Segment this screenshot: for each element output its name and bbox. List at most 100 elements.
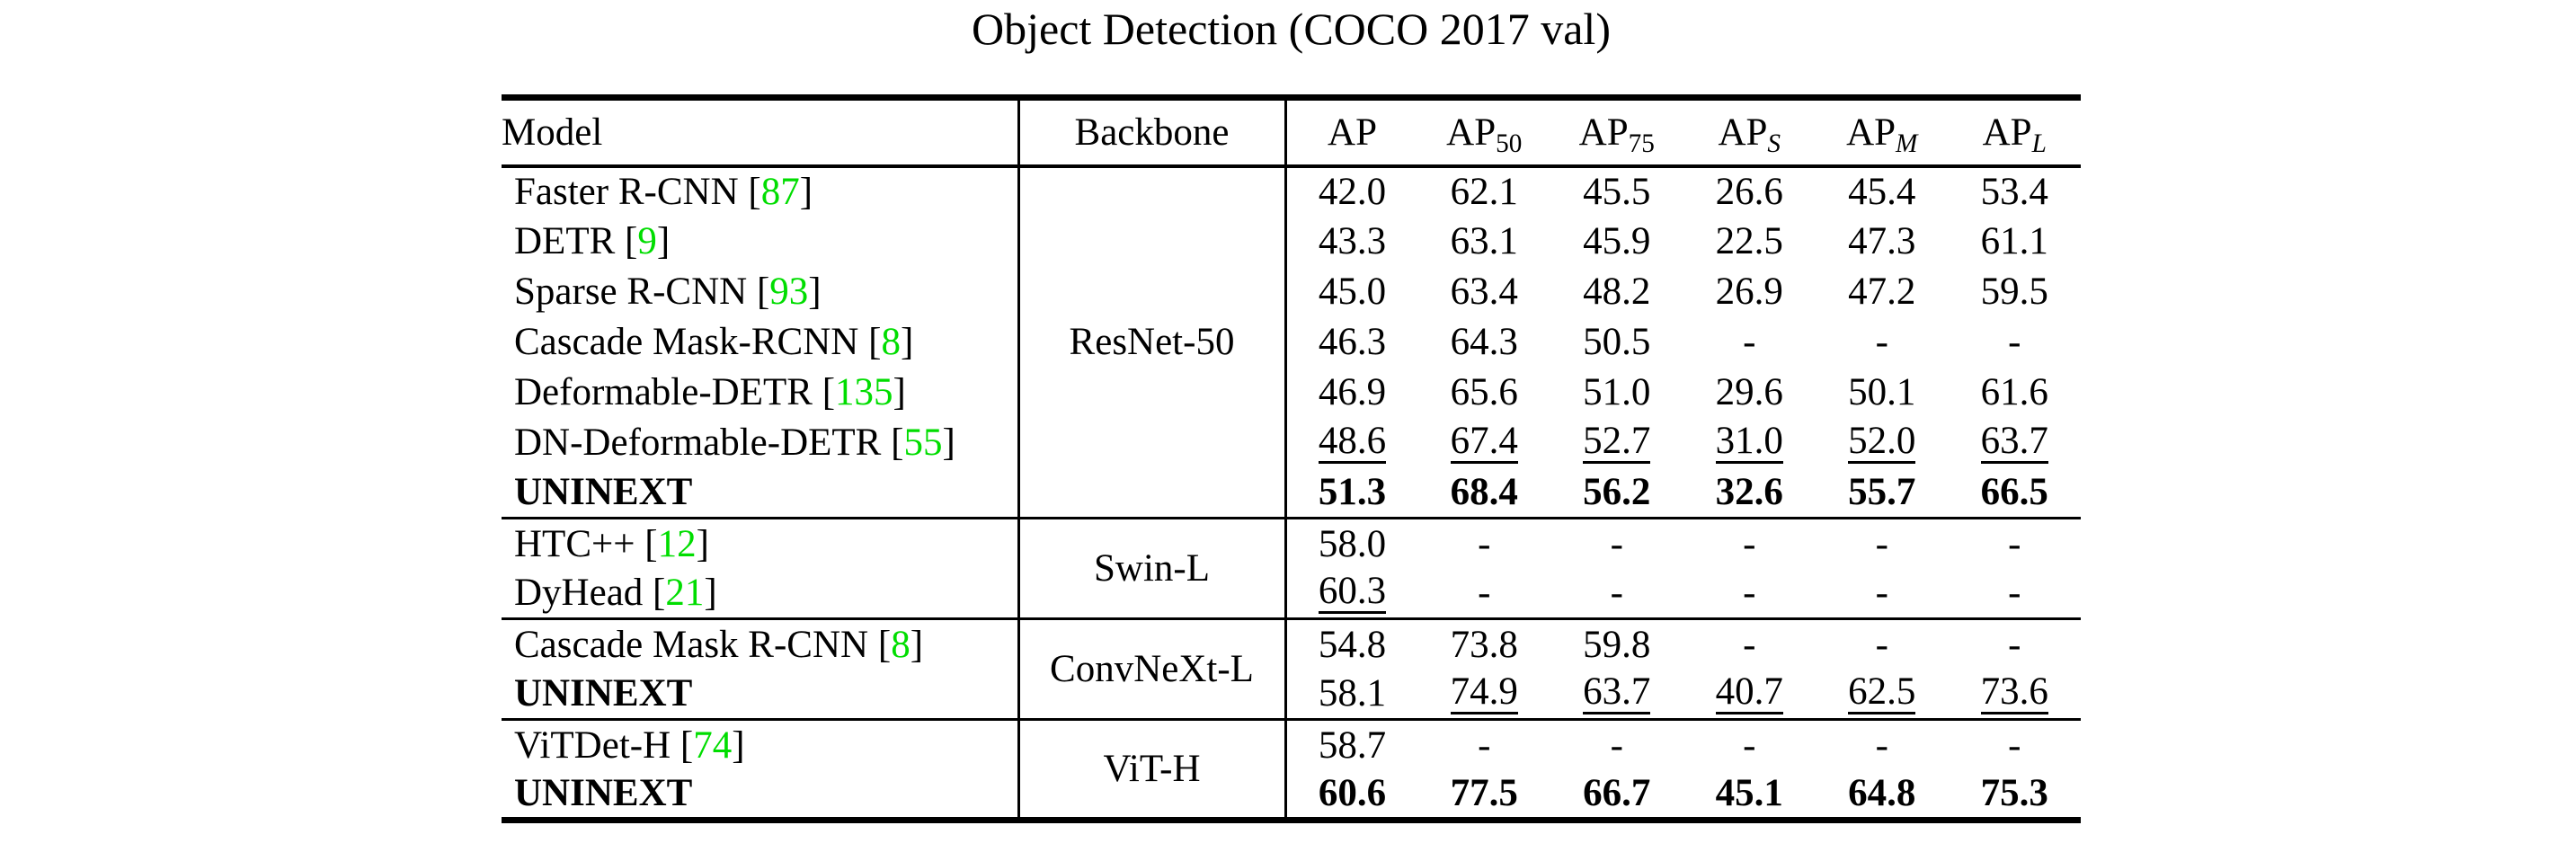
metric-value: - <box>1743 321 1756 363</box>
model-name: Faster R-CNN <box>514 171 739 213</box>
metric-cell: 52.7 <box>1550 418 1683 468</box>
metric-cell: - <box>1948 718 2081 770</box>
model-name: UNINEXT <box>514 672 693 715</box>
metric-cell: 63.1 <box>1418 217 1551 267</box>
metric-cell: 43.3 <box>1285 217 1418 267</box>
metric-cell: - <box>1816 317 1949 368</box>
metric-value: 66.7 <box>1583 772 1651 815</box>
metric-cell: - <box>1550 517 1683 569</box>
model-cell: HTC++ [12] <box>502 517 1020 569</box>
metric-value: 47.2 <box>1848 271 1916 313</box>
metric-cell: 51.0 <box>1550 368 1683 418</box>
metric-value: 58.7 <box>1318 723 1387 767</box>
metric-cell: 50.1 <box>1816 368 1949 418</box>
metric-value: 60.3 <box>1318 570 1387 615</box>
citation-ref[interactable]: 74 <box>693 723 733 767</box>
metric-value: - <box>2008 723 2021 767</box>
table-row: UNINEXT 51.3 68.4 56.2 32.6 55.7 66.5 <box>502 467 2081 519</box>
citation-ref[interactable]: 8 <box>891 623 910 666</box>
metric-value: - <box>2008 522 2021 565</box>
metric-value: - <box>1743 723 1756 767</box>
model-name: Deformable-DETR <box>514 371 813 413</box>
page-title: Object Detection (COCO 2017 val) <box>972 4 1611 54</box>
metric-cell: 26.6 <box>1683 166 1817 217</box>
metric-value: 45.9 <box>1583 220 1651 262</box>
metric-cell: 51.3 <box>1285 468 1418 519</box>
metric-subscript: S <box>1767 129 1781 158</box>
metric-cell: 45.9 <box>1550 217 1683 267</box>
metric-value: 48.6 <box>1318 420 1387 464</box>
citation-ref[interactable]: 21 <box>665 572 705 615</box>
metric-cell: - <box>1683 718 1816 770</box>
metric-cell: 45.5 <box>1550 166 1683 217</box>
metric-value: 73.8 <box>1450 623 1518 666</box>
metric-value: 56.2 <box>1583 471 1651 514</box>
column-header-model: Model <box>502 97 1020 168</box>
table-row: Cascade Mask R-CNN [8] ConvNeXt-L 54.8 73.8… <box>502 617 2081 720</box>
metric-base: AP <box>1718 111 1768 154</box>
metric-base: AP <box>1846 111 1896 154</box>
metric-cell: 47.3 <box>1816 217 1949 267</box>
metric-value: - <box>2008 572 2021 615</box>
citation-ref[interactable]: 9 <box>637 220 657 262</box>
citation-ref[interactable]: 8 <box>881 321 901 363</box>
metric-cell: 59.5 <box>1949 267 2082 317</box>
metric-cell: 42.0 <box>1285 166 1418 217</box>
metric-cell: - <box>1550 718 1683 770</box>
column-header-metric: AP75 <box>1550 97 1683 168</box>
model-name: Cascade Mask R-CNN <box>514 623 869 666</box>
metric-subscript: M <box>1896 129 1918 158</box>
metric-cell: 52.0 <box>1816 418 1949 468</box>
column-header-metric: AP <box>1285 97 1418 168</box>
metric-value: 31.0 <box>1715 420 1783 464</box>
citation-ref[interactable]: 135 <box>835 371 893 413</box>
metric-cell: - <box>1418 569 1551 619</box>
metric-cell: 54.8 <box>1285 617 1418 670</box>
model-cell: DyHead [21] <box>502 568 1020 619</box>
citation-ref[interactable]: 55 <box>903 422 943 464</box>
metric-cell: 45.4 <box>1816 166 1949 217</box>
backbone-cell: ResNet-50 <box>1018 165 1287 519</box>
backbone-cell: Swin-L <box>1018 517 1287 619</box>
metric-value: 67.4 <box>1450 420 1518 464</box>
table-row: Faster R-CNN [87] ResNet-50 42.0 62.1 45.5 26… <box>502 165 2081 519</box>
metric-base: AP <box>1578 111 1629 154</box>
table-row: HTC++ [12] Swin-L 58.0 - - - - - <box>502 517 2081 619</box>
metric-value: 52.0 <box>1848 420 1916 464</box>
metric-value: - <box>1610 723 1623 767</box>
metric-value: 47.3 <box>1848 220 1916 262</box>
table-row: Cascade Mask-RCNN [8] 46.3 64.3 50.5 - - - <box>502 316 2081 368</box>
table-row: UNINEXT 60.6 77.5 66.7 45.1 64.8 75.3 <box>502 769 2082 821</box>
metric-value: 55.7 <box>1848 471 1916 514</box>
model-name: DN-Deformable-DETR <box>514 422 882 464</box>
citation-ref[interactable]: 12 <box>657 522 697 565</box>
metric-value: 58.1 <box>1318 672 1387 715</box>
metric-cell: - <box>1948 617 2081 670</box>
metric-value: 77.5 <box>1450 772 1518 815</box>
metric-cell: 63.7 <box>1550 670 1683 720</box>
metric-cell: 29.6 <box>1683 368 1817 418</box>
model-name: UNINEXT <box>514 772 693 815</box>
metric-cell: 73.6 <box>1949 670 2082 720</box>
metric-value: 46.3 <box>1318 321 1387 363</box>
metric-value: 52.7 <box>1583 420 1651 464</box>
metric-cell: 22.5 <box>1683 217 1817 267</box>
metric-value: 63.7 <box>1583 670 1651 715</box>
citation-ref[interactable]: 87 <box>760 171 800 213</box>
citation-ref[interactable]: 93 <box>769 271 809 313</box>
metric-value: 75.3 <box>1980 772 2048 815</box>
metric-value: 64.8 <box>1848 772 1916 815</box>
metric-value: 61.1 <box>1980 220 2048 262</box>
model-cell: DN-Deformable-DETR [55] <box>502 417 1020 468</box>
model-name: ViTDet-H <box>514 723 671 767</box>
metric-cell: 75.3 <box>1949 770 2082 821</box>
metric-value: - <box>1478 572 1491 615</box>
model-name: HTC++ <box>514 522 635 565</box>
metric-cell: 73.8 <box>1417 617 1550 670</box>
metric-value: 45.0 <box>1318 271 1387 313</box>
metric-value: 73.6 <box>1980 670 2048 715</box>
metric-cell: - <box>1948 517 2081 569</box>
metric-cell: 45.1 <box>1683 770 1817 821</box>
metric-cell: - <box>1816 617 1949 670</box>
metric-value: - <box>1743 572 1756 615</box>
